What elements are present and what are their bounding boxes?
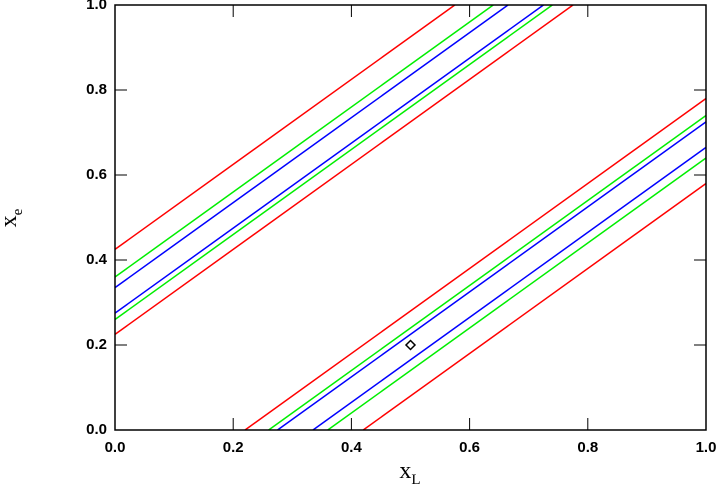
contour-line: [114, 4, 553, 321]
contour-line: [114, 4, 494, 278]
contour-line: [277, 121, 707, 431]
plot-frame: [114, 4, 707, 431]
x-tick-label: 0.2: [223, 439, 244, 456]
x-tick-label: 1.0: [696, 439, 717, 456]
contour-line: [114, 4, 544, 314]
contour-line: [114, 4, 509, 289]
contour-line: [362, 182, 707, 431]
x-tick-label: 0.4: [341, 439, 363, 456]
y-tick-label: 0.8: [86, 81, 107, 98]
x-tick-label: 0.8: [577, 439, 598, 456]
y-axis-label: xe: [0, 208, 26, 227]
contour-line: [268, 114, 707, 431]
y-label-main: x: [0, 215, 22, 227]
x-label-main: x: [399, 458, 411, 484]
marker: [404, 339, 417, 351]
y-tick-label: 1.0: [86, 0, 107, 13]
x-axis-label: xL: [399, 458, 420, 488]
contour-line: [327, 157, 707, 431]
y-label-sub: e: [10, 208, 26, 215]
contour-line: [114, 4, 456, 250]
y-tick-label: 0.2: [86, 336, 107, 353]
contour-line: [114, 4, 574, 335]
x-tick-label: 0.0: [105, 439, 126, 456]
contour-line: [312, 146, 707, 431]
y-tick-label: 0.4: [86, 251, 108, 268]
y-tick-label: 0.6: [86, 166, 107, 183]
y-tick-label: 0.0: [86, 421, 107, 438]
x-tick-label: 0.6: [459, 439, 480, 456]
x-label-sub: L: [411, 472, 420, 488]
contour-line: [244, 97, 707, 431]
